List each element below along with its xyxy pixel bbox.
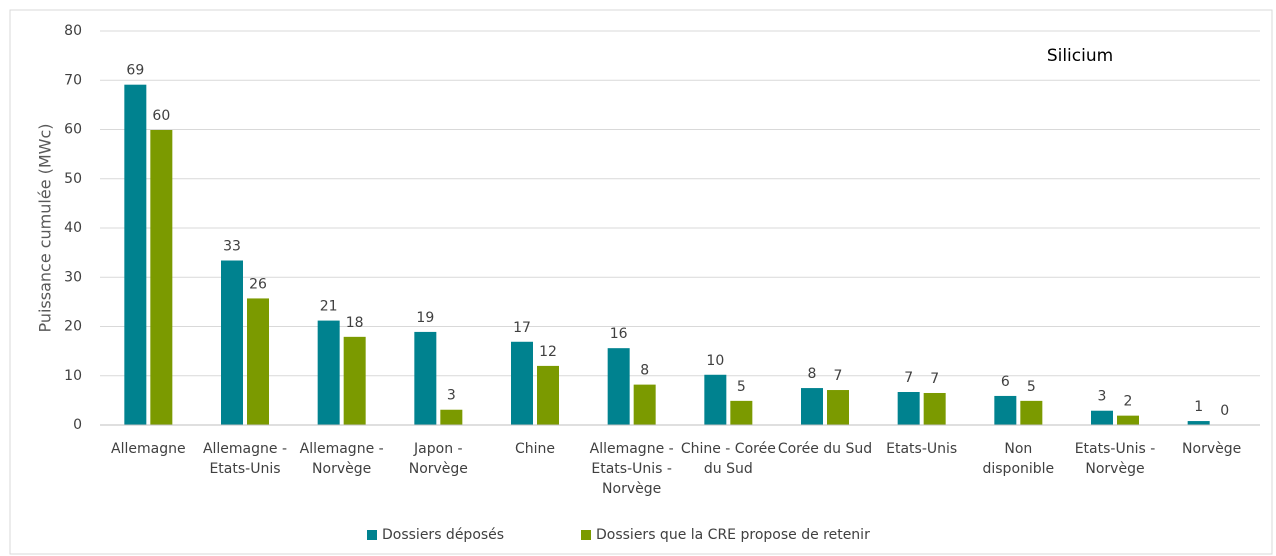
bar [730, 400, 753, 425]
bar [1187, 421, 1210, 425]
data-label: 69 [126, 63, 144, 79]
chart-frame [9, 9, 1273, 555]
bar [607, 348, 630, 425]
x-tick-label: Non disponible [982, 441, 1055, 477]
data-label: 6 [1001, 374, 1010, 390]
bar [150, 129, 173, 425]
data-label: 18 [346, 315, 364, 331]
bar [994, 395, 1017, 425]
x-tick-label: Etats-Unis - Norvège [1074, 441, 1156, 477]
data-label: 3 [447, 388, 456, 404]
bar [827, 390, 849, 425]
data-label: 26 [249, 276, 267, 292]
legend-label: Dossiers que la CRE propose de retenir [596, 527, 870, 543]
data-label: 7 [904, 370, 913, 386]
x-tick-label: Corée du Sud [777, 441, 873, 457]
data-label: 8 [640, 363, 649, 379]
y-tick-label: 80 [64, 23, 82, 39]
bar [440, 409, 463, 425]
x-tick-label: Allemagne [111, 441, 186, 457]
bar [704, 374, 727, 425]
data-label: 33 [223, 239, 241, 255]
data-label: 5 [737, 379, 746, 395]
y-tick-label: 40 [64, 220, 82, 236]
x-tick-label: Chine [514, 441, 555, 457]
data-label: 60 [152, 108, 170, 124]
data-label: 1 [1194, 399, 1203, 415]
data-label: 5 [1027, 379, 1036, 395]
bar [923, 392, 946, 425]
chart-title: Silicium [1047, 46, 1113, 66]
bar [1020, 400, 1043, 425]
x-tick-label: Japon - Norvège [408, 441, 468, 477]
data-label: 0 [1220, 403, 1229, 419]
x-tick-label: Allemagne - Etats-Unis - Norvège [589, 441, 674, 497]
y-tick-label: 70 [64, 72, 82, 88]
bar [511, 341, 533, 425]
data-label: 19 [416, 310, 434, 326]
data-label: 10 [706, 353, 724, 369]
legend-swatch [367, 530, 377, 540]
bar [1091, 410, 1113, 425]
bar [221, 260, 243, 425]
data-label: 17 [513, 320, 531, 336]
data-label: 12 [539, 344, 557, 360]
bar [537, 365, 559, 425]
x-tick-label: Allemagne - Norvège [299, 441, 384, 477]
bar [633, 384, 656, 425]
y-tick-label: 0 [73, 417, 82, 433]
legend-label: Dossiers déposés [382, 527, 504, 543]
x-tick-label: Allemagne - Etats-Unis [202, 441, 288, 477]
data-label: 21 [320, 299, 338, 315]
y-tick-label: 20 [64, 319, 82, 335]
bar [247, 298, 269, 425]
x-tick-label: Chine - Corée du Sud [680, 441, 776, 477]
y-tick-label: 30 [64, 269, 82, 285]
bar [1117, 415, 1139, 425]
bar [317, 320, 340, 425]
bar [414, 331, 437, 425]
data-label: 8 [808, 366, 817, 382]
x-tick-label: Norvège [1182, 441, 1242, 457]
bar [343, 336, 366, 425]
bar [124, 84, 147, 426]
y-tick-label: 60 [64, 122, 82, 138]
y-tick-label: 50 [64, 171, 82, 187]
legend-swatch [581, 530, 591, 540]
data-label: 16 [610, 326, 628, 342]
bar [897, 392, 920, 425]
data-label: 7 [930, 371, 939, 387]
bar [801, 388, 823, 425]
x-tick-label: Etats-Unis [886, 441, 958, 457]
data-label: 7 [834, 368, 843, 384]
y-axis-title: Puissance cumulée (MWc) [36, 123, 55, 332]
data-label: 3 [1098, 389, 1107, 405]
y-tick-label: 10 [64, 368, 82, 384]
data-label: 2 [1124, 394, 1133, 410]
